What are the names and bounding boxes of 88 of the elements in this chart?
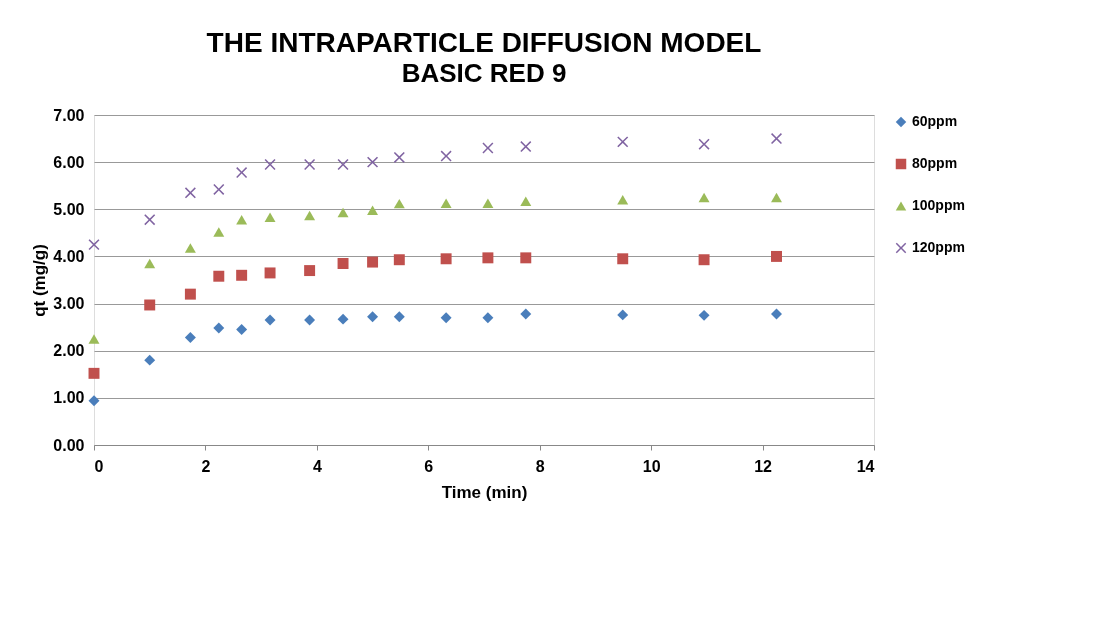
point <box>144 214 156 226</box>
y-tick-label: 6.00 <box>53 153 85 171</box>
chart-title: THE INTRAPARTICLE DIFFUSION MODEL <box>206 27 762 58</box>
point <box>213 227 225 237</box>
point <box>367 256 379 268</box>
x-tick-label: 8 <box>535 457 545 475</box>
point <box>264 159 276 170</box>
point <box>771 308 782 320</box>
point <box>698 138 710 150</box>
x-tick-label: 6 <box>424 457 434 475</box>
point <box>236 167 248 178</box>
point <box>367 311 379 323</box>
point <box>698 309 710 321</box>
point <box>144 299 156 311</box>
point <box>337 313 349 325</box>
point <box>771 133 782 145</box>
legend-label: 100ppm <box>912 197 965 213</box>
point <box>184 288 196 300</box>
point <box>520 308 532 320</box>
point <box>213 184 225 195</box>
chart-subtitle: BASIC RED 9 <box>401 58 567 88</box>
point <box>482 252 494 264</box>
point <box>520 252 532 264</box>
y-tick-label: 2.00 <box>53 342 85 360</box>
point <box>337 159 349 170</box>
point <box>367 205 379 215</box>
point <box>617 195 629 205</box>
point <box>184 187 196 199</box>
point <box>698 254 710 266</box>
point <box>617 309 629 321</box>
point <box>144 258 156 269</box>
y-axis-title: qt (mg/g) <box>30 244 50 317</box>
point <box>184 243 196 253</box>
x-tick-label: 2 <box>201 457 211 475</box>
point <box>393 198 405 209</box>
point <box>236 214 248 225</box>
x-tick-label: 10 <box>642 457 661 475</box>
point <box>88 239 100 251</box>
x-tick-label: 4 <box>312 457 322 475</box>
legend-label: 120ppm <box>912 239 965 255</box>
point <box>88 367 100 379</box>
y-tick-label: 5.00 <box>53 200 85 218</box>
point <box>236 269 248 281</box>
legend-label: 60ppm <box>912 113 958 129</box>
point <box>236 324 248 335</box>
point <box>367 156 379 168</box>
point <box>337 258 349 269</box>
point <box>184 332 196 343</box>
point <box>771 192 782 203</box>
point <box>264 314 276 326</box>
point <box>482 198 494 208</box>
point <box>617 136 629 148</box>
point <box>264 212 276 223</box>
point <box>304 314 316 326</box>
point <box>440 198 452 208</box>
y-tick-label: 3.00 <box>53 295 85 313</box>
x-axis-title: Time (min) <box>441 482 528 502</box>
point <box>393 254 405 266</box>
point <box>393 311 405 323</box>
point <box>482 142 494 154</box>
point <box>698 192 710 203</box>
point <box>520 141 532 153</box>
point <box>440 253 452 265</box>
x-tick-label: 14 <box>856 457 875 475</box>
point <box>304 265 316 277</box>
point <box>771 250 782 262</box>
point <box>144 354 156 366</box>
point <box>264 267 276 279</box>
x-tick-label: 12 <box>754 457 773 475</box>
y-tick-label: 1.00 <box>53 389 85 407</box>
x-tick-label: 0 <box>94 457 104 475</box>
point <box>337 207 349 218</box>
point <box>304 159 316 170</box>
point <box>213 322 225 334</box>
point <box>617 253 629 265</box>
point <box>520 196 532 207</box>
point <box>88 395 100 407</box>
point <box>482 312 494 324</box>
point <box>304 210 316 221</box>
point <box>440 312 452 324</box>
point <box>213 270 225 282</box>
legend-label: 80ppm <box>912 155 958 171</box>
point <box>440 150 452 162</box>
point <box>393 151 405 163</box>
y-tick-label: 7.00 <box>53 106 85 124</box>
y-tick-label: 0.00 <box>53 436 85 454</box>
y-tick-label: 4.00 <box>53 247 85 265</box>
point <box>88 334 100 344</box>
